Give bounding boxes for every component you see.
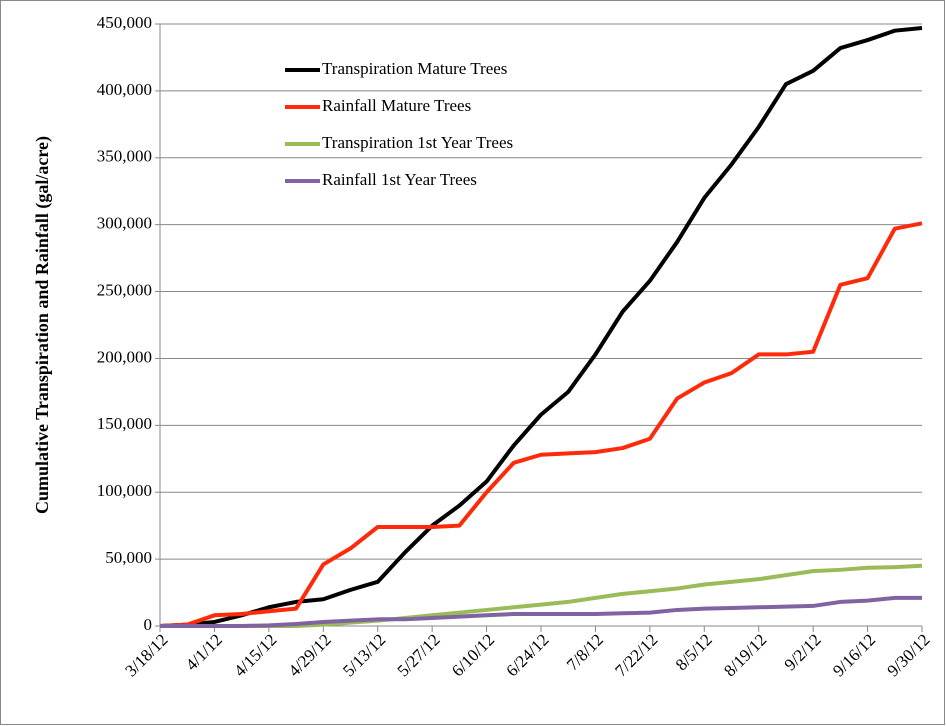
y-tick-label: 50,000 (105, 548, 152, 567)
y-tick-label: 300,000 (97, 214, 152, 233)
y-tick-label: 100,000 (97, 481, 152, 500)
legend-label: Transpiration 1st Year Trees (322, 133, 513, 152)
y-tick-label: 250,000 (97, 280, 152, 299)
series-line (159, 221, 923, 628)
legend-label: Rainfall 1st Year Trees (322, 170, 477, 189)
y-tick-label: 200,000 (97, 347, 152, 366)
y-axis-label: Cumulative Transpiration and Rainfall (g… (32, 136, 53, 514)
y-tick-label: 400,000 (97, 80, 152, 99)
series-line (160, 595, 922, 628)
series-line (159, 26, 923, 628)
y-tick-label: 150,000 (97, 414, 152, 433)
y-tick-label: 450,000 (97, 13, 152, 32)
legend-label: Transpiration Mature Trees (322, 59, 507, 78)
y-tick-label: 0 (144, 615, 153, 634)
y-tick-label: 350,000 (97, 147, 152, 166)
legend-label: Rainfall Mature Trees (322, 96, 471, 115)
